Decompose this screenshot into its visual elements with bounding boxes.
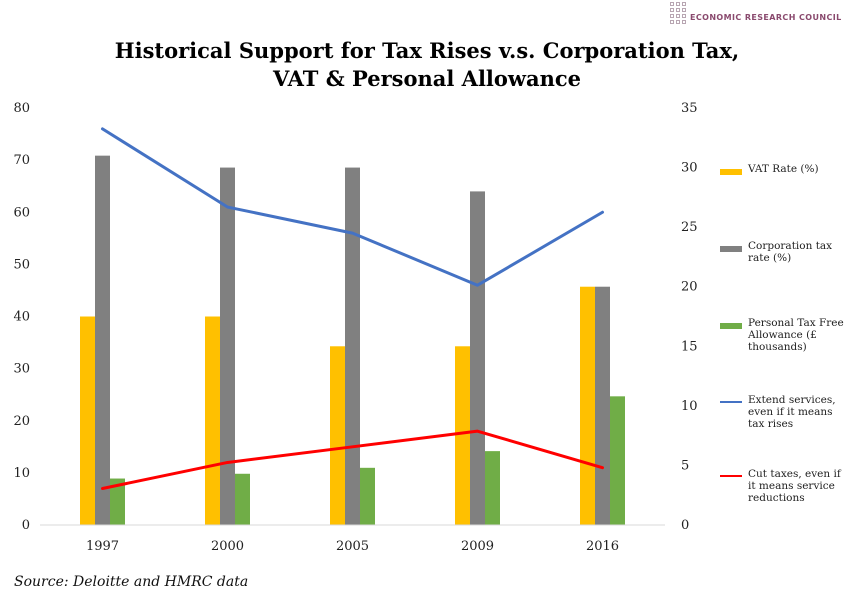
right-axis: 0 5 10 15 20 25 30 35	[681, 101, 698, 533]
category-label: 2000	[211, 539, 244, 554]
legend-swatch-corporation-tax	[720, 246, 742, 252]
source-note: Source: Deloitte and HMRC data	[14, 574, 249, 590]
legend-label-corporation-tax: Corporation tax rate (%)	[748, 240, 833, 264]
left-tick-label: 60	[13, 205, 30, 220]
erc-logo: ECONOMIC RESEARCH COUNCIL	[670, 2, 850, 26]
left-tick-label: 30	[13, 362, 30, 377]
left-tick-label: 0	[22, 518, 30, 533]
legend-label-cut-taxes: Cut taxes, even if it means service redu…	[748, 468, 841, 504]
legend-label-vat: VAT Rate (%)	[748, 163, 819, 175]
bar-corporation-2016	[595, 286, 610, 525]
series-line-cut-taxes	[101, 429, 604, 491]
chart-title-line-1: Historical Support for Tax Rises v.s. Co…	[114, 38, 740, 63]
bar-vat-2000	[205, 316, 220, 525]
legend-swatch-cut-taxes	[720, 475, 742, 477]
legend-swatch-vat	[720, 169, 742, 175]
left-tick-label: 40	[13, 310, 30, 325]
line-series	[101, 127, 604, 491]
left-tick-label: 50	[13, 257, 30, 272]
bar-vat-2016	[580, 286, 595, 525]
category-label: 2005	[336, 539, 369, 554]
left-tick-label: 70	[13, 153, 30, 168]
bar-vat-2009	[455, 346, 470, 525]
logo-squares-icon	[670, 2, 688, 24]
bar-corporation-1997	[95, 155, 110, 525]
x-axis: 1997 2000 2005 2009 2016	[86, 539, 619, 554]
legend-label-extend-services: Extend services, even if it means tax ri…	[748, 394, 836, 430]
bar-personal-2005	[360, 467, 375, 525]
right-tick-label: 15	[681, 339, 698, 354]
chart-title-line-2: VAT & Personal Allowance	[272, 66, 582, 91]
legend-swatch-personal-allowance	[720, 323, 742, 329]
right-tick-label: 20	[681, 280, 698, 295]
legend-swatch-extend-services	[720, 401, 742, 403]
right-tick-label: 30	[681, 161, 698, 176]
right-tick-label: 10	[681, 399, 698, 414]
bar-corporation-2000	[220, 167, 235, 526]
bar-personal-2009	[485, 451, 500, 525]
left-tick-label: 80	[13, 101, 30, 116]
series-line-extend-services	[101, 127, 604, 287]
bar-corporation-2005	[345, 167, 360, 526]
left-tick-label: 20	[13, 414, 30, 429]
category-label: 1997	[86, 539, 119, 554]
bar-personal-1997	[110, 478, 125, 525]
bar-series	[80, 155, 625, 526]
category-label: 2016	[586, 539, 619, 554]
right-tick-label: 5	[681, 458, 689, 473]
category-label: 2009	[461, 539, 494, 554]
legend-label-personal-allowance: Personal Tax Free Allowance (£ thousands…	[748, 317, 844, 353]
bar-personal-2000	[235, 473, 250, 525]
bar-vat-2005	[330, 346, 345, 525]
bar-vat-1997	[80, 316, 95, 525]
chart-title: Historical Support for Tax Rises v.s. Co…	[0, 37, 854, 93]
brand-name: ECONOMIC RESEARCH COUNCIL	[690, 13, 842, 22]
bar-personal-2016	[610, 396, 625, 525]
right-tick-label: 25	[681, 220, 698, 235]
left-axis: 0 10 20 30 40 50 60 70 80	[13, 101, 30, 533]
left-tick-label: 10	[13, 466, 30, 481]
legend: VAT Rate (%) Corporation tax rate (%) Pe…	[720, 160, 854, 520]
right-tick-label: 0	[681, 518, 689, 533]
right-tick-label: 35	[681, 101, 698, 116]
bar-corporation-2009	[470, 191, 485, 525]
